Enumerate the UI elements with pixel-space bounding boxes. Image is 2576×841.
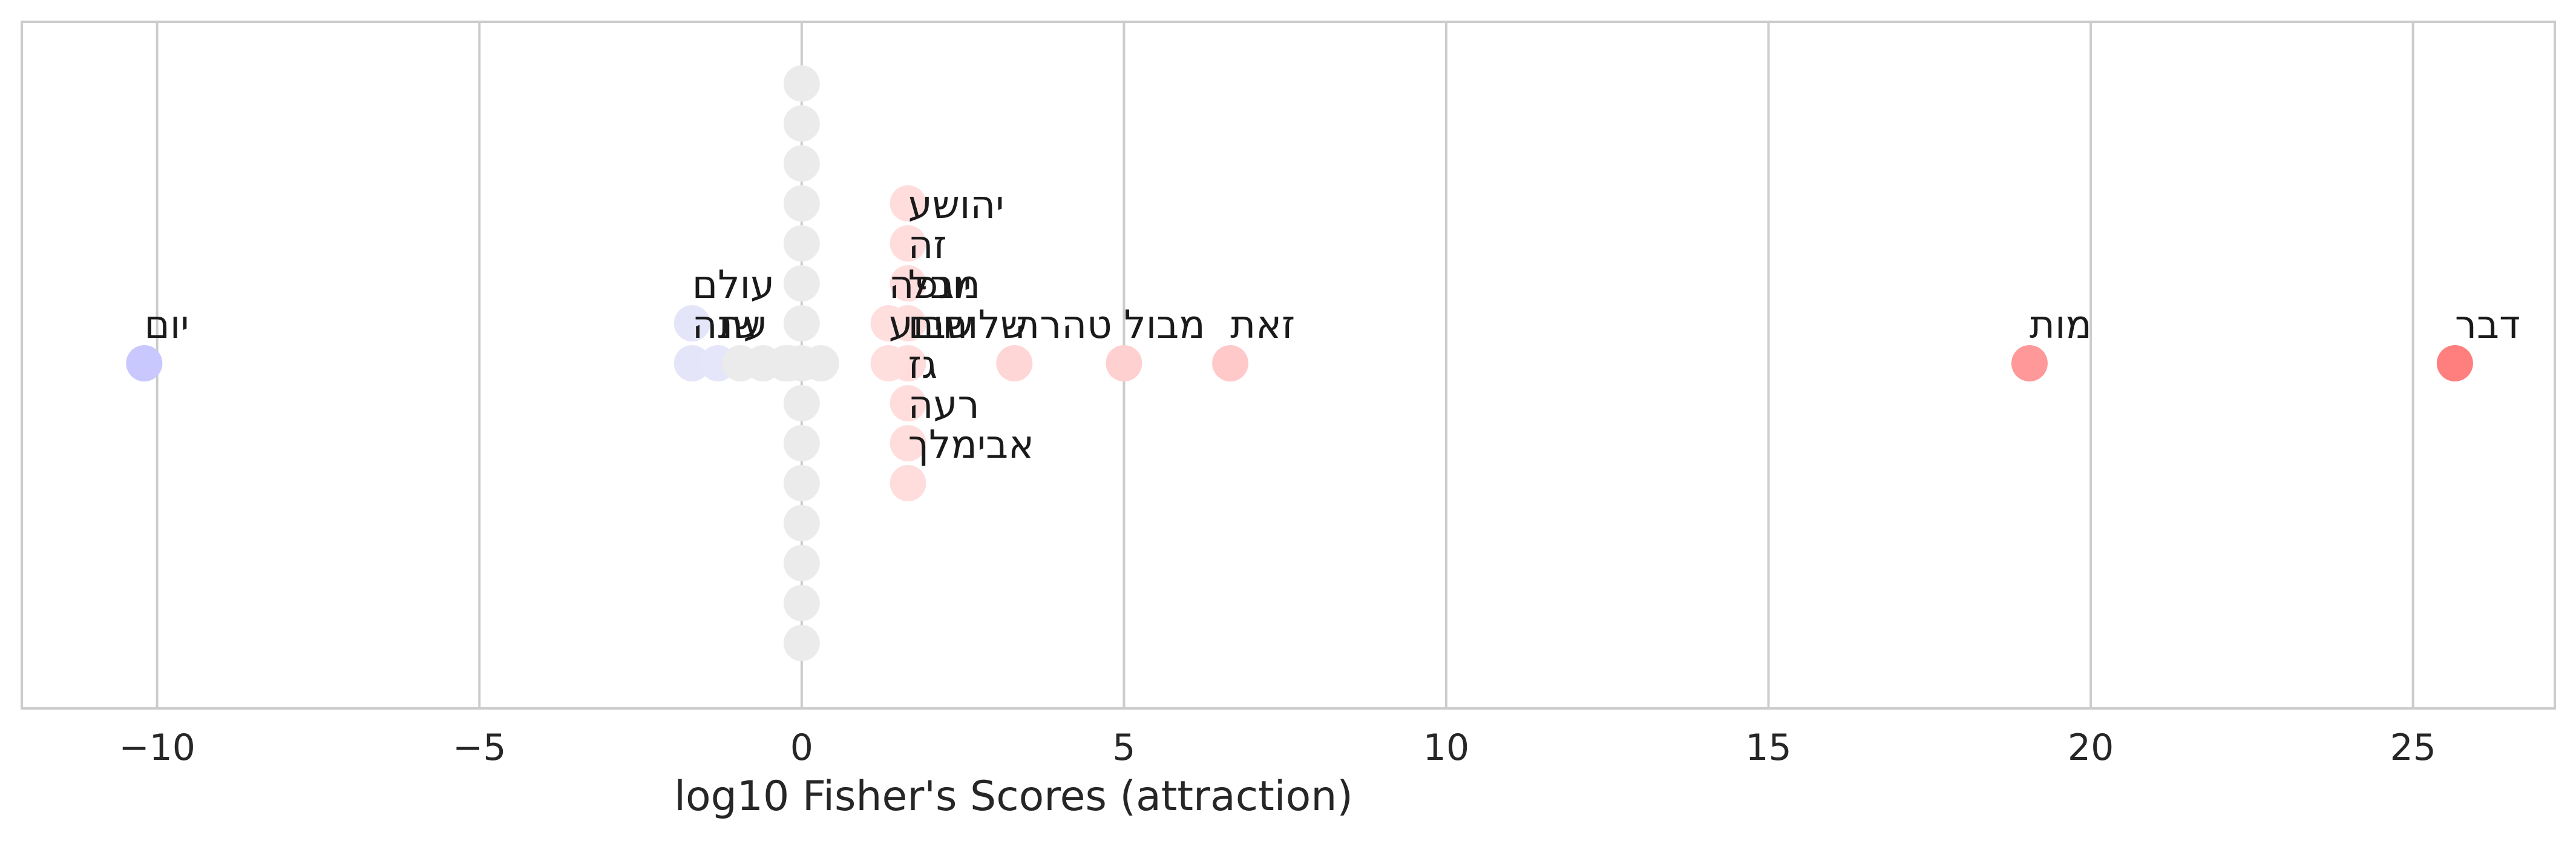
data-point xyxy=(890,465,926,501)
point-label: שלוחים xyxy=(908,303,1028,348)
data-point xyxy=(783,105,820,142)
x-tick-label: −10 xyxy=(119,727,195,769)
data-point xyxy=(126,345,163,381)
x-tick-label: −5 xyxy=(453,727,506,769)
point-label: שבוע xyxy=(889,303,974,348)
data-point xyxy=(783,265,820,302)
data-point xyxy=(890,265,926,302)
data-point xyxy=(783,225,820,262)
data-point xyxy=(870,345,907,381)
data-point xyxy=(2011,345,2048,381)
plot-frame xyxy=(21,21,2556,710)
data-point xyxy=(673,305,710,341)
data-point xyxy=(783,465,820,501)
data-point xyxy=(673,345,710,381)
data-point xyxy=(783,545,820,581)
x-tick-label: 10 xyxy=(1423,727,1469,769)
x-tick-label: 15 xyxy=(1745,727,1791,769)
data-point xyxy=(783,505,820,541)
point-label: מגפה xyxy=(889,263,981,308)
plot-background xyxy=(22,22,2555,708)
point-label: עת xyxy=(718,303,767,348)
x-tick-label: 5 xyxy=(1112,727,1135,769)
data-point xyxy=(783,385,820,421)
data-point xyxy=(2436,345,2473,381)
data-point xyxy=(767,345,804,381)
data-point xyxy=(783,425,820,461)
x-axis-label: log10 Fisher's Scores (attraction) xyxy=(674,773,1353,820)
x-tick-label: 0 xyxy=(790,727,813,769)
point-label: עולם xyxy=(692,263,775,308)
point-label: מות xyxy=(2030,303,2092,348)
point-label: טהרה xyxy=(1014,303,1112,348)
data-point xyxy=(783,625,820,661)
data-point xyxy=(890,185,926,222)
data-point xyxy=(890,225,926,262)
data-point xyxy=(1106,345,1142,381)
data-point xyxy=(890,425,926,461)
data-point xyxy=(783,65,820,102)
data-point xyxy=(783,145,820,182)
data-point xyxy=(1212,345,1249,381)
x-tick-label: 20 xyxy=(2068,727,2114,769)
point-label: רעה xyxy=(908,383,980,427)
point-label: מבול xyxy=(1124,303,1205,348)
point-label: דבר xyxy=(2455,303,2520,348)
point-label: זאת xyxy=(1230,303,1295,348)
data-point xyxy=(783,305,820,341)
data-point xyxy=(890,385,926,421)
data-point xyxy=(783,185,820,222)
point-label: שנה xyxy=(692,303,761,348)
point-label: יהושע xyxy=(908,183,1005,228)
x-tick-labels: −10 −5 0 5 10 15 20 25 xyxy=(119,727,2436,769)
point-label: זה xyxy=(908,223,947,268)
point-label: אבימלך xyxy=(908,423,1034,467)
data-point xyxy=(996,345,1033,381)
data-point xyxy=(870,305,907,341)
point-label: גז xyxy=(908,343,938,388)
point-label: יום xyxy=(144,303,189,348)
x-tick-label: 25 xyxy=(2390,727,2436,769)
point-label: יובל xyxy=(908,263,972,308)
data-point xyxy=(802,345,839,381)
data-points xyxy=(126,65,2473,661)
data-point xyxy=(783,585,820,621)
